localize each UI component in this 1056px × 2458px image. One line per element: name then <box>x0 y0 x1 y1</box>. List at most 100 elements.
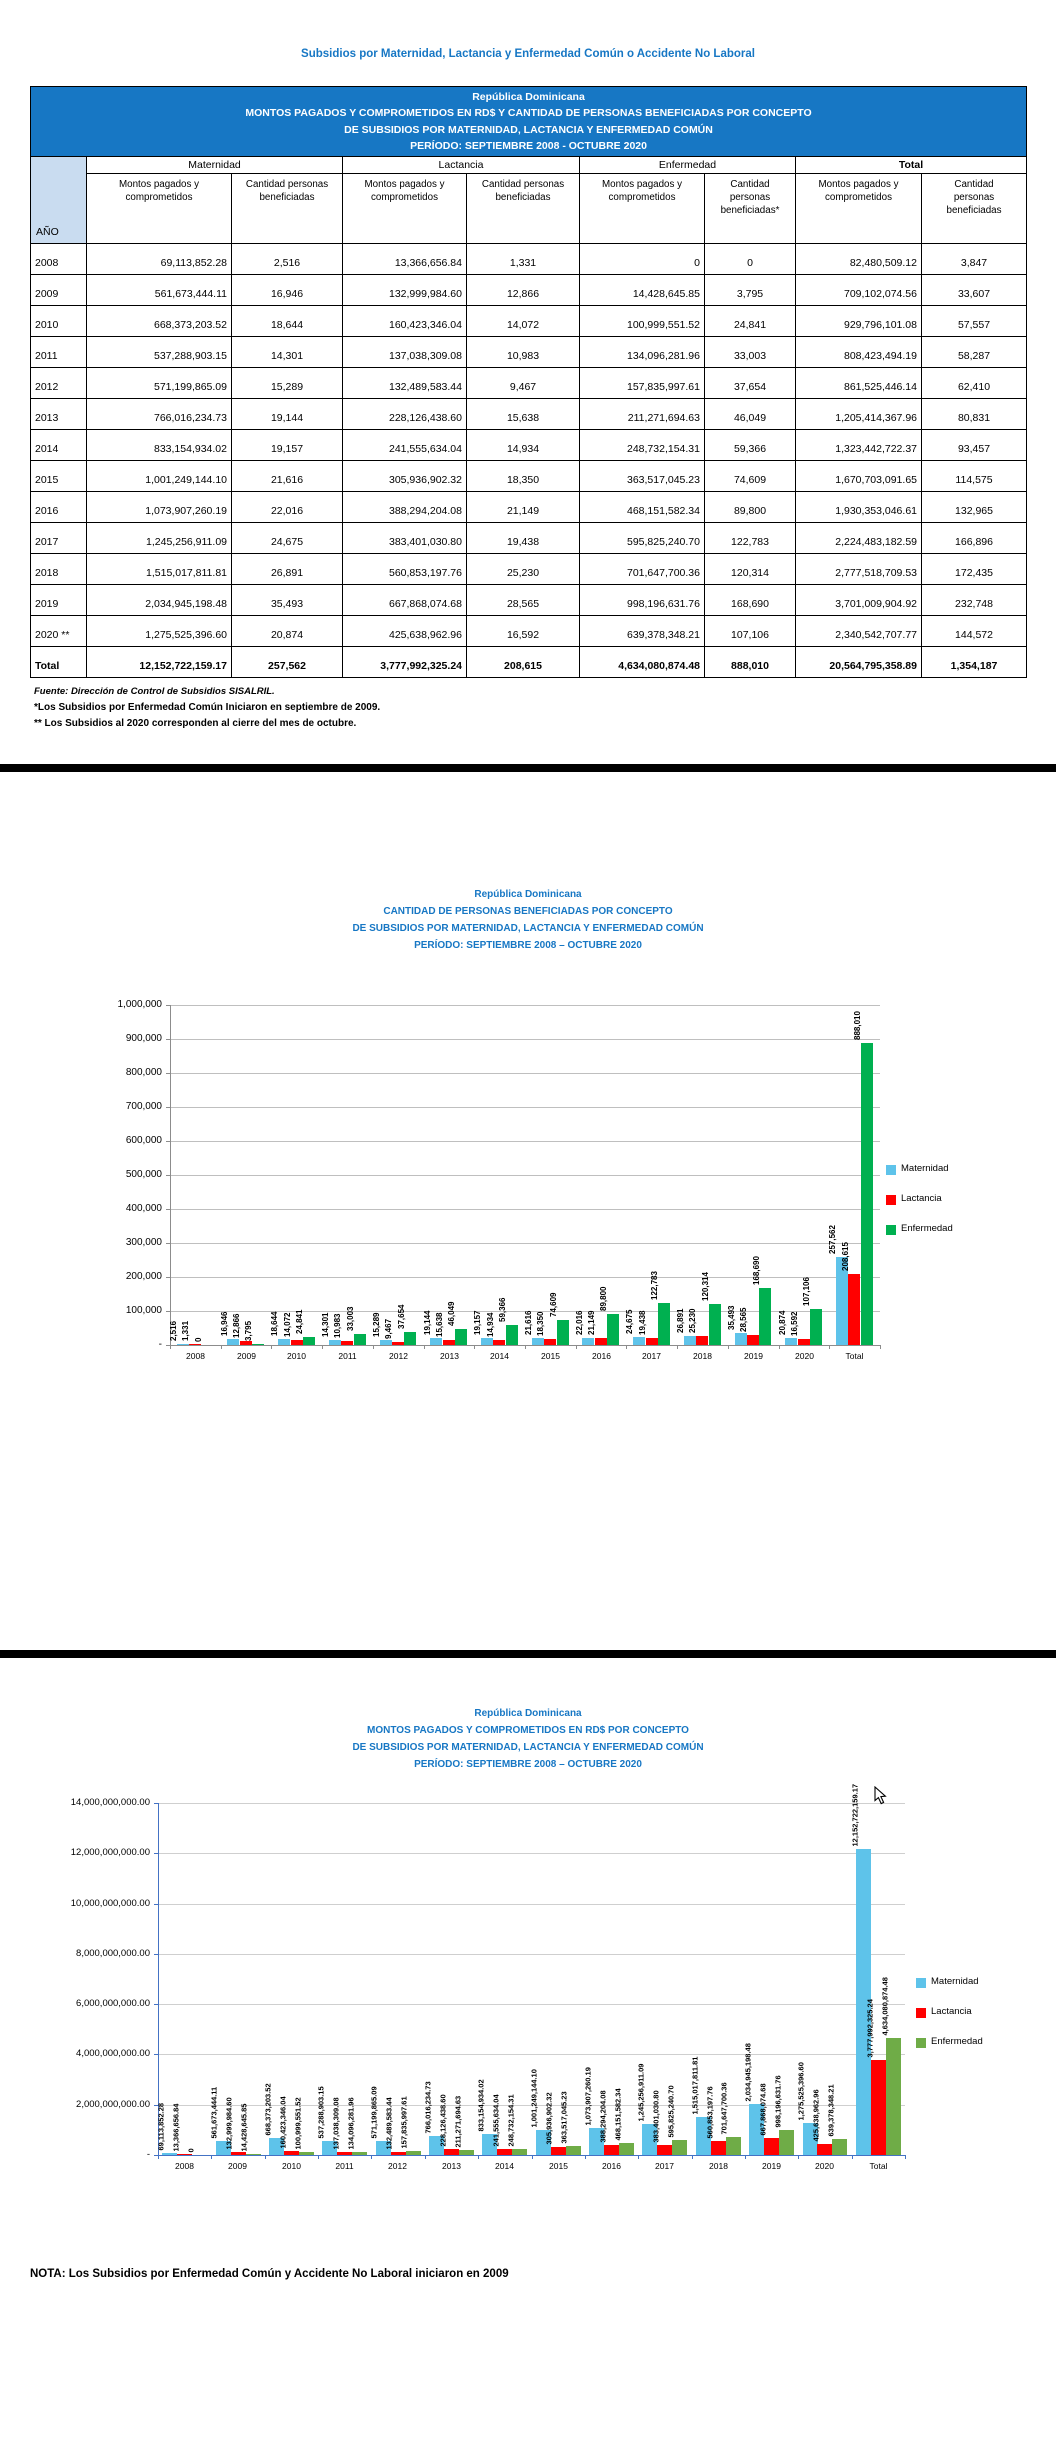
legend-swatch-enfermedad <box>916 2038 926 2048</box>
count-cell: 18,350 <box>466 460 580 492</box>
y-axis-line <box>158 1803 159 2155</box>
bar-value-label: 137,038,309.08 <box>331 2096 341 2149</box>
bar-lactancia <box>391 2152 406 2155</box>
bar-value-label: 19,144 <box>423 1310 432 1335</box>
bar-value-label: 0 <box>186 2147 196 2152</box>
legend-label: Enfermedad <box>901 1223 953 1234</box>
count-cell: 18,644 <box>231 305 343 337</box>
count-cell: 62,410 <box>920 367 1028 399</box>
bar-value-label: 468,151,582.34 <box>613 2087 623 2140</box>
bar-value-label: 3,795 <box>244 1320 253 1341</box>
amount-cell: 929,796,101.08 <box>795 305 922 337</box>
y-tick-mark <box>166 1039 170 1040</box>
y-tick-mark <box>154 1954 158 1955</box>
bar-lactancia <box>798 1339 810 1345</box>
y-tick-mark <box>166 1209 170 1210</box>
legend-swatch-lactancia <box>886 1195 896 1205</box>
count-cell: 144,572 <box>920 615 1028 647</box>
amount-cell: 701,647,700.36 <box>579 553 705 585</box>
y-tick-mark <box>166 1277 170 1278</box>
bar-value-label: 14,428,645.85 <box>239 2103 249 2151</box>
table-row: 2013 766,016,234.73 19,144 228,126,438.60 15… <box>30 398 1028 430</box>
x-tick-mark <box>852 2155 853 2159</box>
count-cell: 37,654 <box>704 367 796 399</box>
bar-maternidad <box>227 1339 239 1345</box>
count-cell: 9,467 <box>466 367 580 399</box>
amount-cell: 0 <box>579 243 705 275</box>
bar-value-label: 639,378,348.21 <box>826 2083 836 2136</box>
y-axis-tick-label: 8,000,000,000.00 <box>76 1948 150 1959</box>
bar-lactancia <box>646 1338 658 1345</box>
amount-cell: 132,999,984.60 <box>342 274 467 306</box>
bar-lactancia <box>240 1341 252 1345</box>
bar-maternidad <box>278 1339 290 1345</box>
table-title-line-3: DE SUBSIDIOS POR MATERNIDAD, LACTANCIA Y… <box>344 123 713 136</box>
x-axis-category-label: 2015 <box>549 2161 568 2171</box>
bar-value-label: 24,675 <box>625 1309 634 1334</box>
gridline <box>170 1039 880 1040</box>
bar-maternidad <box>532 1338 544 1345</box>
amount-cell: 468,151,582.34 <box>579 491 705 523</box>
amount-cell: 1,515,017,811.81 <box>86 553 232 585</box>
count-cell: 24,675 <box>231 522 343 554</box>
amount-cell: 808,423,494.19 <box>795 336 922 368</box>
table-subheader-row: Montos pagados y comprometidos Cantidad … <box>31 173 1028 244</box>
bar-value-label: 46,049 <box>447 1301 456 1326</box>
footnote-fuente: Fuente: Dirección de Control de Subsidio… <box>34 686 275 697</box>
bar-maternidad <box>481 1338 493 1345</box>
amount-cell: 537,288,903.15 <box>86 336 232 368</box>
table-row: 2014 833,154,934.02 19,157 241,555,634.04 14… <box>30 429 1028 461</box>
count-cell: 114,575 <box>920 460 1028 492</box>
x-tick-mark <box>271 1345 272 1349</box>
bar-lactancia <box>604 2145 619 2155</box>
y-tick-mark <box>166 1005 170 1006</box>
gridline <box>158 1904 905 1905</box>
bar-value-label: 1,515,017,811.81 <box>690 2056 700 2114</box>
y-axis-tick-label: 600,000 <box>125 1135 162 1146</box>
bar-maternidad <box>177 1344 189 1345</box>
bar-value-label: 59,366 <box>498 1297 507 1322</box>
amount-cell: 1,275,525,396.60 <box>86 615 232 647</box>
count-cell: 1,331 <box>466 243 580 275</box>
count-cell: 26,891 <box>231 553 343 585</box>
count-cell: 14,934 <box>466 429 580 461</box>
bar-enfermedad <box>619 2143 634 2155</box>
bar-value-label: 25,230 <box>688 1308 697 1333</box>
bar-enfermedad <box>406 2151 421 2155</box>
bar-lactancia <box>497 2149 512 2155</box>
bar-lactancia <box>177 2154 192 2155</box>
chart2-canvas: - 2,000,000,000.00 4,000,000,000.00 6,000,0… <box>0 1783 1056 2218</box>
y-tick-mark <box>154 1853 158 1854</box>
x-axis-category-label: 2016 <box>602 2161 621 2171</box>
year-cell: 2018 <box>30 553 87 585</box>
count-cell: 120,314 <box>704 553 796 585</box>
section-divider-2 <box>0 1650 1056 1658</box>
gridline <box>158 1803 905 1804</box>
bar-value-label: 537,288,903.15 <box>316 2085 326 2138</box>
amount-cell: 668,373,203.52 <box>86 305 232 337</box>
bar-value-label: 3,777,992,325.24 <box>865 1998 875 2057</box>
table-row: 2019 2,034,945,198.48 35,493 667,868,074.68… <box>30 584 1028 616</box>
bar-lactancia <box>848 1274 860 1345</box>
y-tick-mark <box>154 2155 158 2156</box>
amount-cell: 561,673,444.11 <box>86 274 232 306</box>
x-tick-mark <box>905 2155 906 2159</box>
amount-cell: 2,340,542,707.77 <box>795 615 922 647</box>
amount-cell: 861,525,446.14 <box>795 367 922 399</box>
year-cell: 2013 <box>30 398 87 430</box>
bar-value-label: 571,199,865.09 <box>369 2085 379 2138</box>
bar-value-label: 1,275,525,396.60 <box>796 2061 806 2120</box>
bar-lactancia <box>341 1341 353 1345</box>
bar-value-label: 35,493 <box>727 1305 736 1330</box>
legend-label: Maternidad <box>931 1976 979 1987</box>
x-tick-mark <box>425 2155 426 2159</box>
bar-value-label: 9,467 <box>384 1318 393 1339</box>
bar-value-label: 14,301 <box>321 1312 330 1337</box>
count-cell: 3,795 <box>704 274 796 306</box>
year-cell: 2020 ** <box>30 615 87 647</box>
amount-cell: 1,323,442,722.37 <box>795 429 922 461</box>
bar-value-label: 561,673,444.11 <box>209 2086 219 2138</box>
count-cell: 1,354,187 <box>920 646 1028 678</box>
bar-value-label: 28,565 <box>739 1307 748 1332</box>
year-column-header: AÑO <box>30 156 87 244</box>
